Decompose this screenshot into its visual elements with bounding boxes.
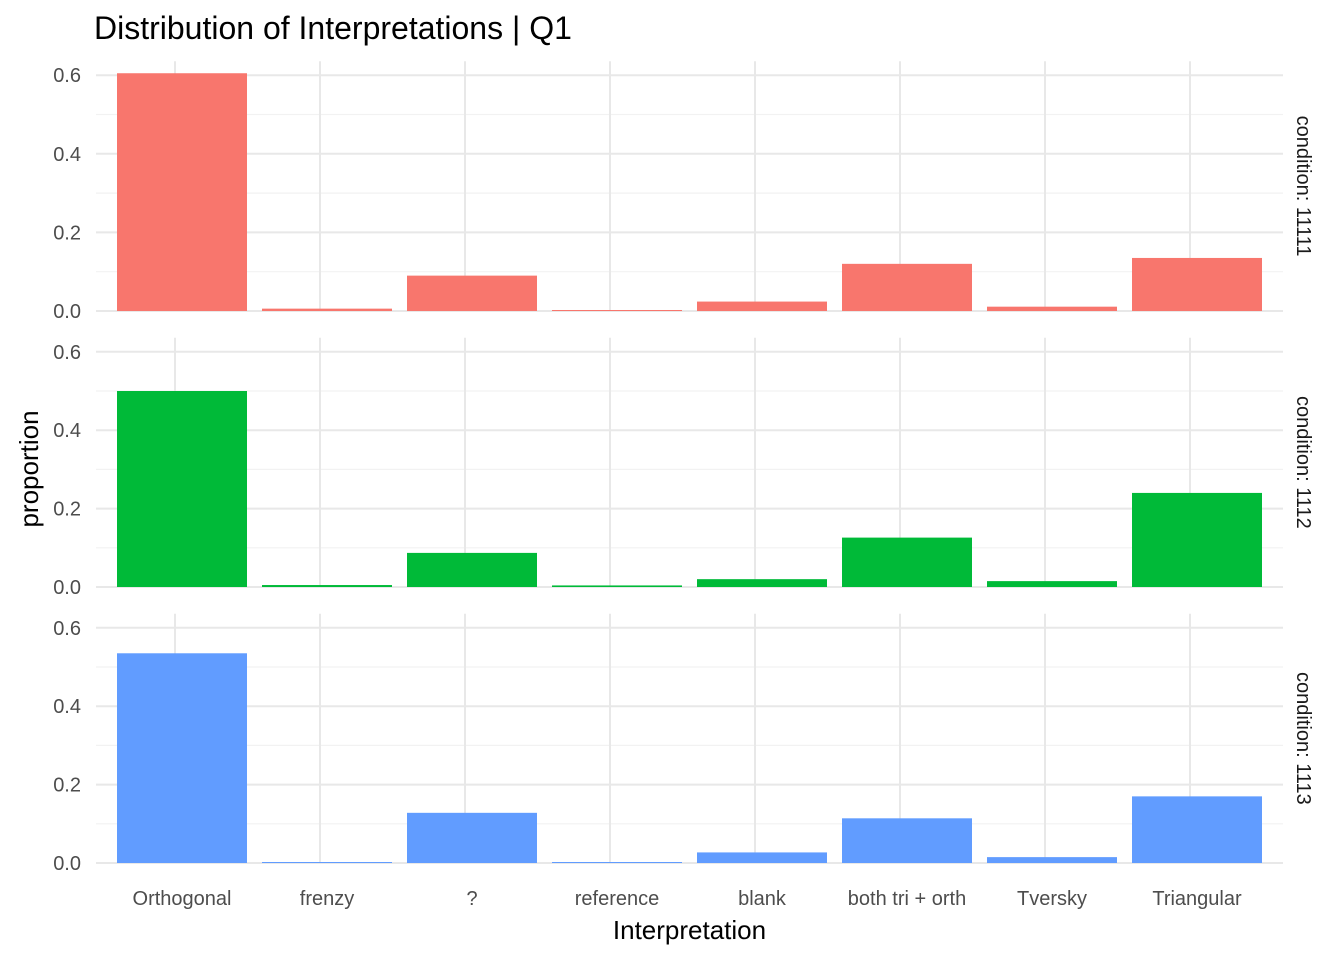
- y-tick-label: 0.2: [53, 222, 81, 244]
- y-tick-label: 0.4: [53, 696, 81, 718]
- y-tick-label: 0.6: [53, 618, 81, 640]
- bar: [697, 301, 827, 311]
- bar: [552, 585, 682, 587]
- x-axis-title: Interpretation: [613, 915, 766, 945]
- y-tick-label: 0.6: [53, 342, 81, 364]
- bar: [1132, 796, 1262, 863]
- y-tick-label: 0.2: [53, 775, 81, 797]
- y-tick-label: 0.0: [53, 853, 81, 875]
- y-tick-label: 0.4: [53, 144, 81, 166]
- bar: [552, 862, 682, 863]
- facet-strip-label: condition: 11111: [1292, 116, 1314, 257]
- bar: [987, 306, 1117, 311]
- y-tick-label: 0.0: [53, 301, 81, 323]
- bar: [117, 653, 247, 863]
- bar: [842, 818, 972, 863]
- bar: [842, 537, 972, 587]
- facet-panel: 0.0 0.2 0.4 0.6 condition: 1113: [53, 613, 1314, 875]
- x-tick-label: frenzy: [300, 888, 354, 910]
- facet-panel: 0.0 0.2 0.4 0.6 condition: 11111: [53, 61, 1314, 323]
- y-tick-label: 0.6: [53, 65, 81, 87]
- x-tick-label: ?: [466, 888, 477, 910]
- y-tick-label: 0.2: [53, 499, 81, 521]
- bar: [1132, 257, 1262, 311]
- bar: [987, 857, 1117, 863]
- x-tick-label: both tri + orth: [848, 888, 966, 910]
- bar: [117, 73, 247, 311]
- x-axis-tick-labels: Orthogonal frenzy? reference blank both tri …: [133, 888, 1242, 910]
- x-tick-label: Tversky: [1017, 888, 1087, 910]
- x-tick-label: blank: [738, 888, 787, 910]
- bar: [262, 585, 392, 587]
- bar: [262, 862, 392, 863]
- bar: [262, 308, 392, 311]
- y-tick-label: 0.4: [53, 420, 81, 442]
- y-tick-label: 0.0: [53, 577, 81, 599]
- bar: [407, 275, 537, 311]
- bar: [117, 391, 247, 587]
- bar: [987, 581, 1117, 587]
- bar: [1132, 492, 1262, 587]
- x-tick-label: reference: [575, 888, 660, 910]
- bar: [842, 263, 972, 311]
- facet-strip-label: condition: 1113: [1292, 672, 1314, 805]
- facet-panels: 0.0 0.2 0.4 0.6 condition: 11111 0.0 0.2 0.4 0.6…: [53, 61, 1314, 875]
- facet-strip-label: condition: 1112: [1292, 396, 1314, 529]
- bar: [697, 579, 827, 587]
- bar: [697, 852, 827, 863]
- chart-title: Distribution of Interpretations | Q1: [94, 10, 572, 46]
- bar: [407, 552, 537, 587]
- bar: [407, 812, 537, 863]
- bar: [552, 310, 682, 311]
- x-tick-label: Triangular: [1152, 888, 1242, 910]
- y-axis-title: proportion: [14, 410, 44, 527]
- facet-panel: 0.0 0.2 0.4 0.6 condition: 1112: [53, 337, 1314, 599]
- x-tick-label: Orthogonal: [133, 888, 232, 910]
